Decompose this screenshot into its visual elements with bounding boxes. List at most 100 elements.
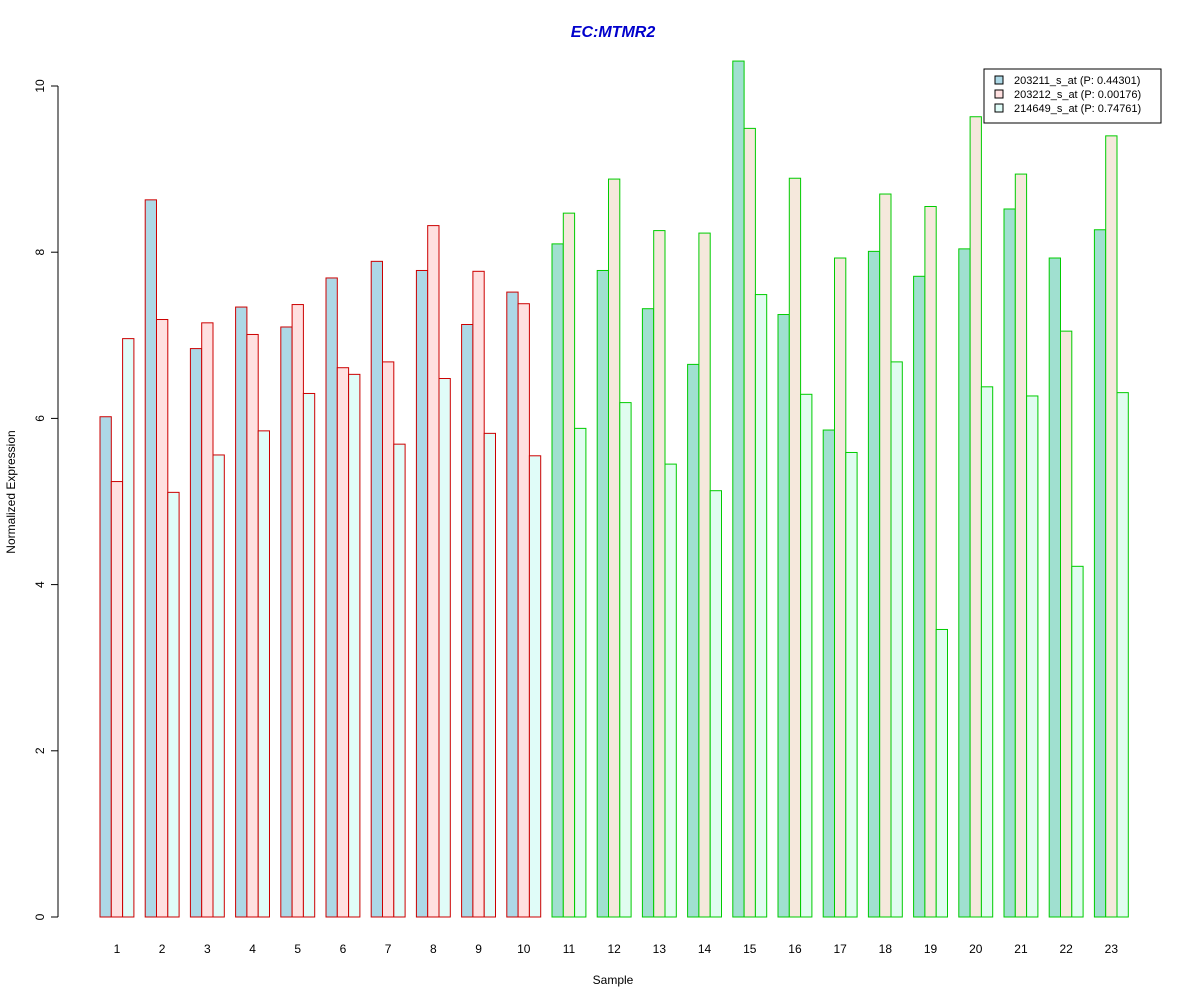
bar — [280, 326, 293, 918]
x-tick-label: 16 — [788, 942, 802, 956]
legend: 203211_s_at (P: 0.44301) 203212_s_at (P: … — [983, 68, 1162, 124]
bar — [483, 432, 497, 918]
bar — [1093, 229, 1107, 918]
x-tick-label: 2 — [159, 942, 166, 956]
bar — [1003, 208, 1016, 918]
x-tick-label: 23 — [1105, 942, 1119, 956]
bar — [415, 269, 429, 918]
x-tick-label: 15 — [743, 942, 757, 956]
bar — [1116, 392, 1129, 918]
x-tick-label: 12 — [607, 942, 621, 956]
x-tick-label: 1 — [114, 942, 121, 956]
x-tick-label: 7 — [385, 942, 392, 956]
bar — [99, 416, 112, 918]
bar — [596, 269, 610, 918]
bar — [890, 361, 903, 918]
bar — [528, 455, 542, 918]
bar — [653, 230, 666, 918]
x-tick-label: 20 — [969, 942, 983, 956]
bar — [144, 199, 157, 918]
x-tick-label: 9 — [475, 942, 482, 956]
bar — [461, 323, 474, 918]
bar — [664, 463, 677, 918]
bar — [1048, 257, 1061, 918]
bar — [980, 386, 994, 918]
bar — [551, 243, 564, 918]
bar — [472, 270, 485, 918]
bar — [1014, 173, 1028, 918]
x-tick-label: 5 — [294, 942, 301, 956]
x-tick-label: 17 — [833, 942, 847, 956]
y-tick-label: 8 — [33, 249, 47, 256]
bar — [822, 429, 836, 918]
bar — [257, 430, 271, 918]
bar — [754, 294, 768, 918]
bar — [834, 257, 847, 918]
bar — [800, 393, 813, 918]
legend-label: 214649_s_at (P: 0.74761) — [1014, 103, 1141, 115]
x-tick-label: 6 — [340, 942, 347, 956]
bar — [393, 443, 406, 918]
x-axis: 1 2 3 4 5 6 7 8 9 10 11 12 13 14 15 16 17 18 19 20 21 22 23 — [114, 942, 1119, 956]
y-axis-label: Normalized Expression — [4, 430, 18, 553]
bar — [958, 248, 971, 918]
x-tick-label: 8 — [430, 942, 437, 956]
y-tick-label: 10 — [33, 79, 47, 93]
bar — [427, 225, 440, 918]
bars — [99, 60, 1129, 918]
legend-swatch — [994, 89, 1004, 99]
x-tick-label: 13 — [653, 942, 667, 956]
bar — [924, 205, 937, 918]
bar — [1105, 135, 1118, 918]
chart-title: EC:MTMR2 — [571, 24, 656, 41]
bar — [845, 451, 858, 918]
bar — [212, 454, 225, 918]
bar — [382, 361, 395, 918]
y-tick-label: 4 — [33, 581, 47, 588]
x-tick-label: 18 — [879, 942, 893, 956]
bar — [110, 481, 124, 918]
bar — [732, 60, 745, 918]
x-axis-label: Sample — [593, 973, 634, 987]
bar — [336, 367, 350, 918]
legend-swatch — [994, 75, 1004, 85]
bar — [867, 250, 881, 918]
bar — [325, 277, 338, 918]
bar — [1071, 565, 1084, 918]
bar — [506, 291, 519, 918]
bar — [608, 178, 621, 918]
bar — [777, 314, 790, 918]
bar — [574, 427, 587, 918]
bar — [879, 193, 892, 918]
y-tick-label: 2 — [33, 747, 47, 754]
bar — [291, 304, 304, 918]
bar — [302, 392, 316, 918]
x-tick-label: 11 — [563, 942, 576, 956]
bar — [348, 373, 361, 918]
x-tick-label: 19 — [924, 942, 938, 956]
legend-label: 203212_s_at (P: 0.00176) — [1014, 89, 1141, 101]
bar — [517, 303, 530, 918]
y-tick-label: 0 — [33, 913, 47, 920]
bar — [698, 232, 711, 918]
x-tick-label: 10 — [517, 942, 531, 956]
x-tick-label: 4 — [249, 942, 256, 956]
bar — [1060, 330, 1073, 918]
bar — [788, 177, 802, 918]
bar — [201, 322, 214, 918]
bar — [969, 116, 982, 918]
bar — [156, 319, 169, 918]
bar — [370, 260, 384, 918]
bar — [438, 378, 451, 918]
bar — [709, 490, 723, 918]
y-tick-label: 6 — [33, 415, 47, 422]
x-tick-label: 22 — [1059, 942, 1073, 956]
y-axis: 0 2 4 6 8 10 — [33, 79, 59, 920]
bar — [935, 628, 949, 918]
x-tick-label: 3 — [204, 942, 211, 956]
bar — [687, 363, 700, 918]
bar — [619, 402, 632, 918]
bar — [1026, 395, 1039, 918]
bar — [189, 348, 203, 918]
